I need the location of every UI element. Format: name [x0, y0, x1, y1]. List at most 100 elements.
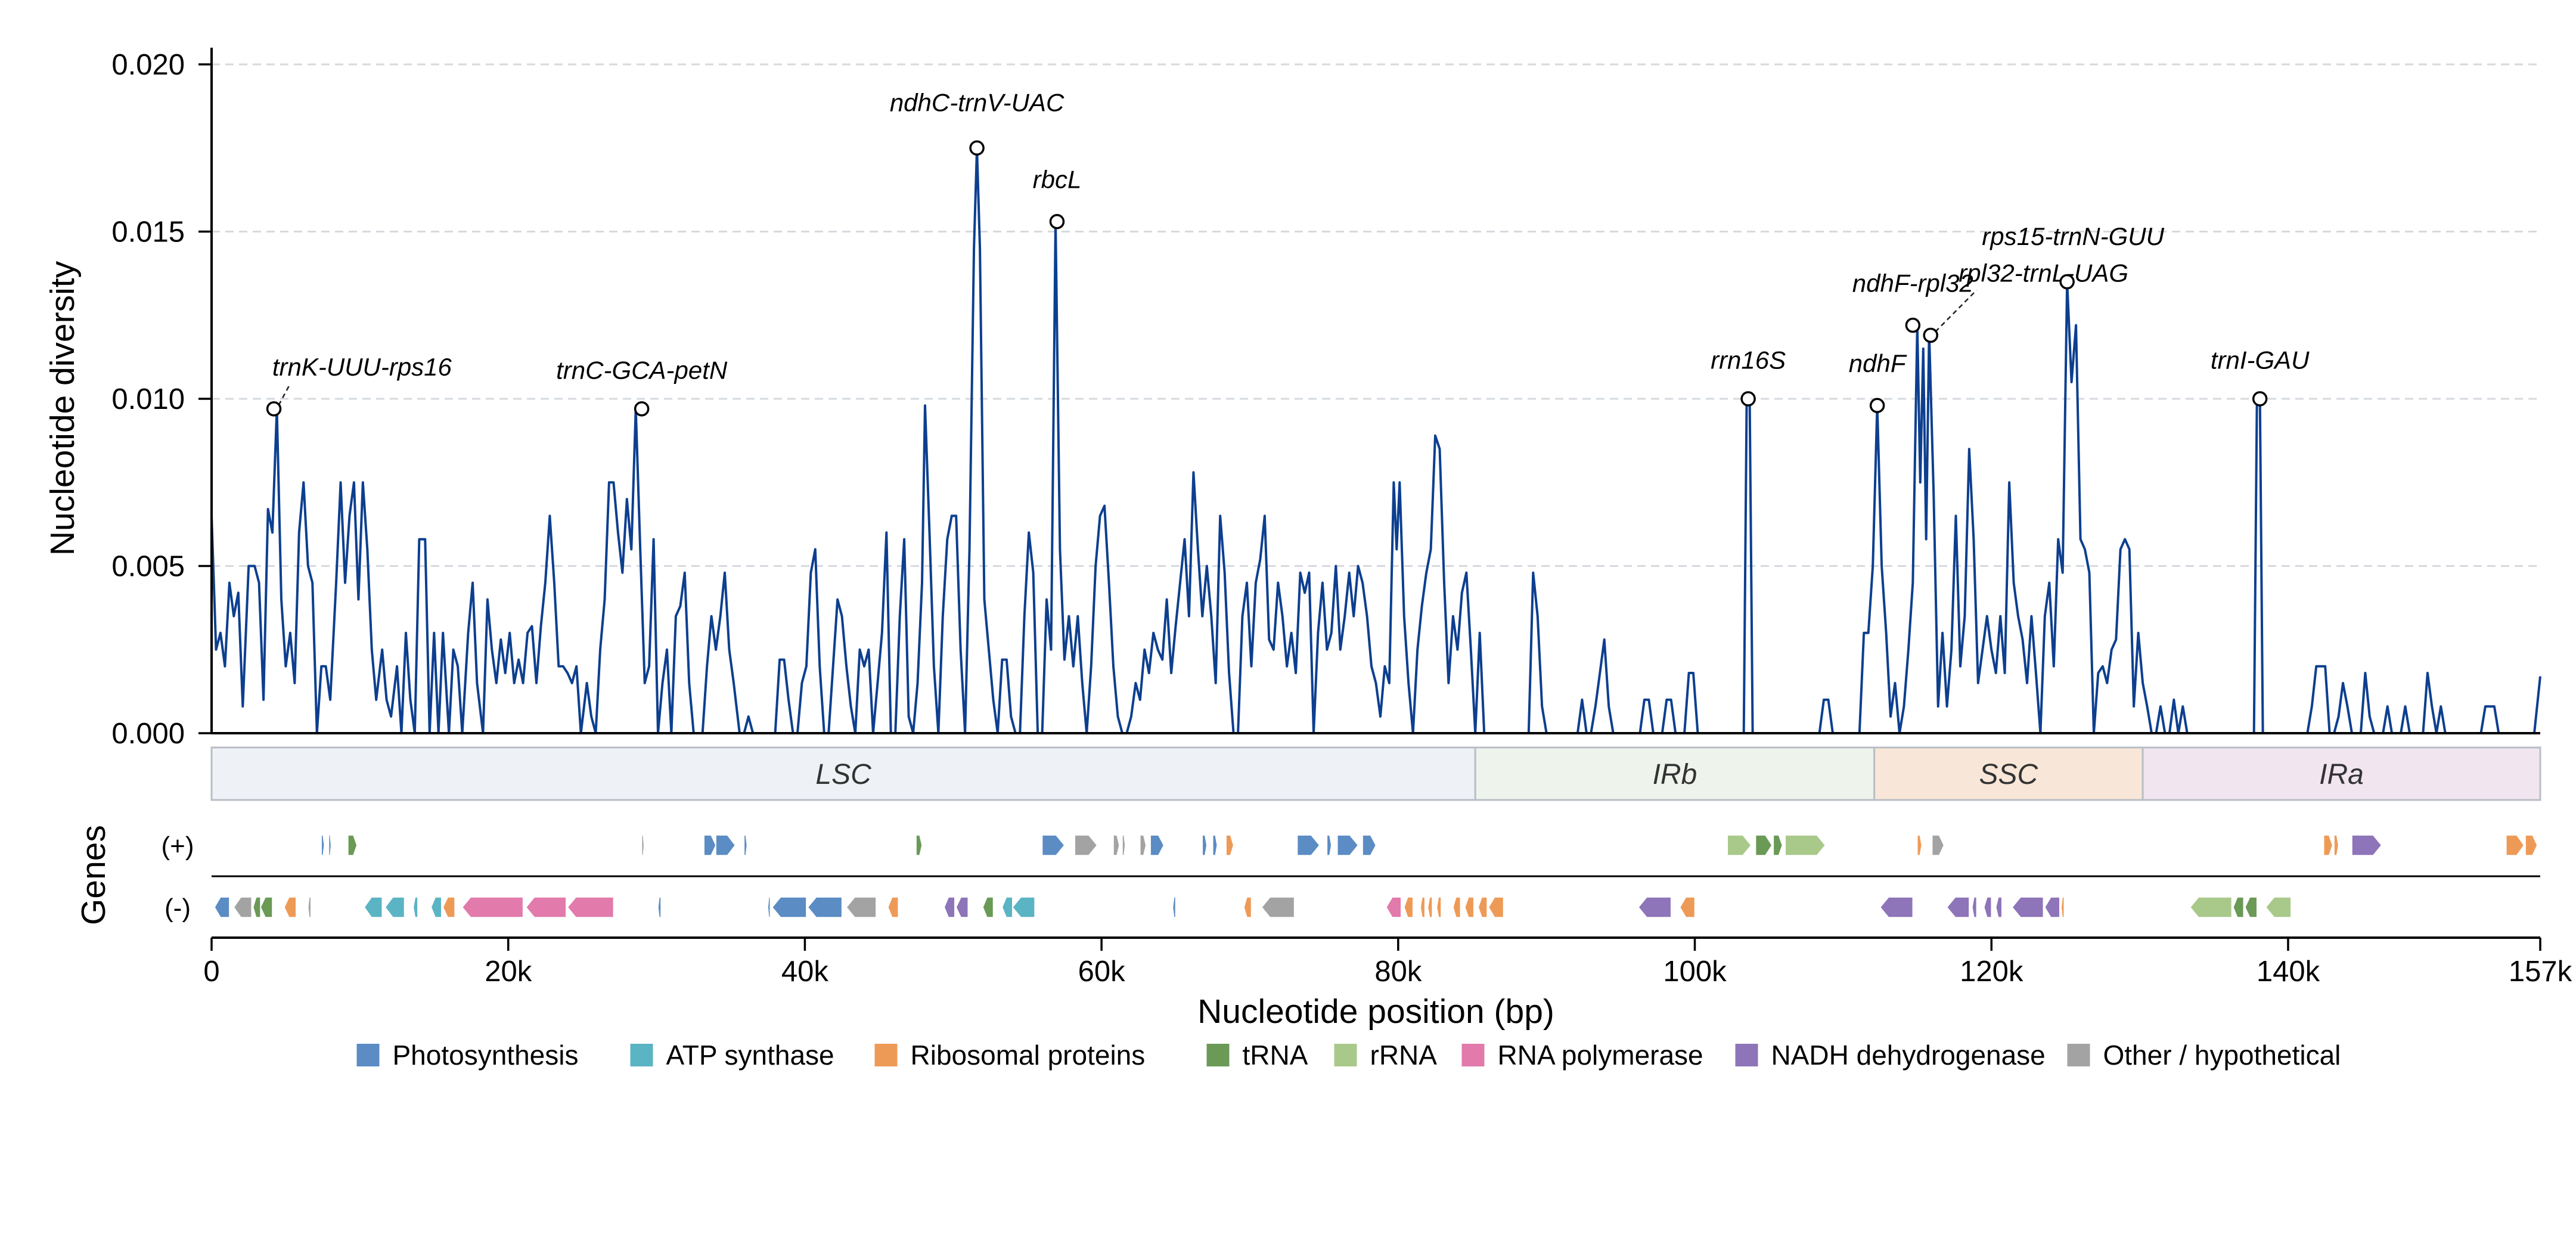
- peak-marker: [2252, 391, 2268, 407]
- gene-arrow: [1679, 897, 1696, 918]
- y-tick-label: 0.020: [111, 49, 185, 81]
- legend-label: Ribosomal proteins: [911, 1040, 1146, 1071]
- legend: Photosynthesis ATP synthase Ribosomal prot…: [356, 1040, 2341, 1071]
- legend-label: Photosynthesis: [393, 1040, 579, 1071]
- gene-arrow: [1122, 835, 1126, 856]
- peak-marker: [969, 140, 985, 156]
- gene-arrow: [347, 835, 358, 856]
- region-bar: LSC IRb SSC IRa: [210, 746, 2541, 801]
- gene-arrow: [1773, 835, 1783, 856]
- gene-arrow: [1225, 835, 1234, 856]
- gene-arrow: [567, 897, 614, 918]
- gene-arrow: [1727, 835, 1752, 856]
- peak-label: rps15-trnN-GUU: [1982, 222, 2164, 250]
- gene-arrow: [944, 897, 955, 918]
- gene-arrow: [807, 897, 843, 918]
- peak-marker: [2059, 274, 2075, 290]
- gene-arrow: [1984, 897, 1992, 918]
- legend-swatch: [2067, 1044, 2090, 1066]
- gene-arrow: [1436, 897, 1442, 918]
- gene-arrow: [284, 897, 297, 918]
- legend-swatch: [356, 1044, 380, 1066]
- gene-arrow: [2244, 897, 2258, 918]
- gene-arrow: [1296, 835, 1320, 856]
- gene-arrow: [767, 897, 771, 918]
- gene-arrow: [1478, 897, 1488, 918]
- legend-label: tRNA: [1243, 1040, 1308, 1071]
- gene-arrow: [2012, 897, 2044, 918]
- gene-arrow: [1931, 835, 1945, 856]
- peak-marker: [1905, 317, 1921, 333]
- x-tick-label: 40k: [781, 956, 829, 988]
- diversity-line: [210, 147, 2541, 734]
- gene-arrow: [1041, 835, 1065, 856]
- peak-label: trnI-GAU: [2211, 346, 2310, 374]
- x-tick-label: 20k: [485, 956, 532, 988]
- x-tick-label: 0: [203, 956, 219, 988]
- legend-label: Other / hypothetical: [2103, 1040, 2341, 1071]
- legend-label: rRNA: [1370, 1040, 1438, 1071]
- region-label: IRa: [2319, 759, 2364, 790]
- gene-arrow: [1404, 897, 1414, 918]
- y-tick-label: 0.005: [111, 551, 185, 583]
- diversity-series-line: [210, 147, 2541, 734]
- gene-arrow: [1362, 835, 1377, 856]
- peak-marker: [1049, 213, 1065, 229]
- gene-arrow: [641, 835, 645, 856]
- peak-label: trnK-UUU-rps16: [272, 353, 452, 381]
- gene-arrow: [1427, 897, 1433, 918]
- gene-arrow: [1453, 897, 1461, 918]
- gene-arrow: [982, 897, 994, 918]
- gene-arrow: [442, 897, 455, 918]
- gene-arrow: [2060, 897, 2065, 918]
- gene-track: (+) (-) 0 20k 40k 60k 80k 100k 120k 140k 157k: [162, 832, 2572, 988]
- gene-arrow: [1212, 835, 1218, 856]
- gene-arrow: [1995, 897, 2003, 918]
- region-block: [1474, 746, 1876, 801]
- x-tick-label: 120k: [1960, 956, 2023, 988]
- gene-arrow: [1917, 835, 1923, 856]
- gene-arrow: [1140, 835, 1147, 856]
- gene-arrow: [430, 897, 442, 918]
- gene-arrow: [1243, 897, 1252, 918]
- gene-arrow: [2323, 835, 2333, 856]
- legend-swatch: [1206, 1044, 1230, 1066]
- gene-arrow: [1150, 835, 1165, 856]
- peak-marker: [1923, 327, 1938, 343]
- gridlines: [212, 63, 2540, 567]
- gene-arrow: [384, 897, 405, 918]
- gene-arrow: [846, 897, 877, 918]
- x-axis-title: Nucleotide position (bp): [1197, 993, 1554, 1031]
- annotation-leader-line: [278, 383, 291, 406]
- gene-arrow: [252, 897, 261, 918]
- y-tick-label: 0.000: [111, 718, 185, 750]
- gene-arrow: [1946, 897, 1970, 918]
- gene-arrow: [955, 897, 969, 918]
- gene-arrow: [2044, 897, 2060, 918]
- gene-arrow: [461, 897, 524, 918]
- gene-arrow: [1386, 897, 1402, 918]
- gene-arrow: [1172, 897, 1177, 918]
- gene-arrow: [412, 897, 418, 918]
- gene-arrow: [321, 835, 325, 856]
- region-block: [1873, 746, 2144, 801]
- peak-label: rpl32-trnL-UAG: [1959, 259, 2128, 287]
- gene-arrow: [2506, 835, 2525, 856]
- gene-arrow: [214, 897, 230, 918]
- plus-strand-label: (+): [162, 832, 194, 861]
- gene-arrow: [1337, 835, 1359, 856]
- region-label: IRb: [1653, 759, 1697, 790]
- gene-arrow: [1113, 835, 1120, 856]
- gene-arrow: [2351, 835, 2382, 856]
- legend-swatch: [1334, 1044, 1357, 1066]
- gene-arrow: [1001, 897, 1013, 918]
- region-label: LSC: [815, 759, 871, 790]
- legend-label: ATP synthase: [666, 1040, 834, 1071]
- annotation-leader-line: [1935, 289, 1978, 333]
- x-tick-label: 80k: [1374, 956, 1422, 988]
- peak-annotations: trnK-UUU-rps16 trnC-GCA-petN ndhC-trnV-UAC…: [266, 89, 2310, 417]
- legend-swatch: [1461, 1044, 1485, 1066]
- gene-arrow: [657, 897, 662, 918]
- legend-label: NADH dehydrogenase: [1771, 1040, 2046, 1071]
